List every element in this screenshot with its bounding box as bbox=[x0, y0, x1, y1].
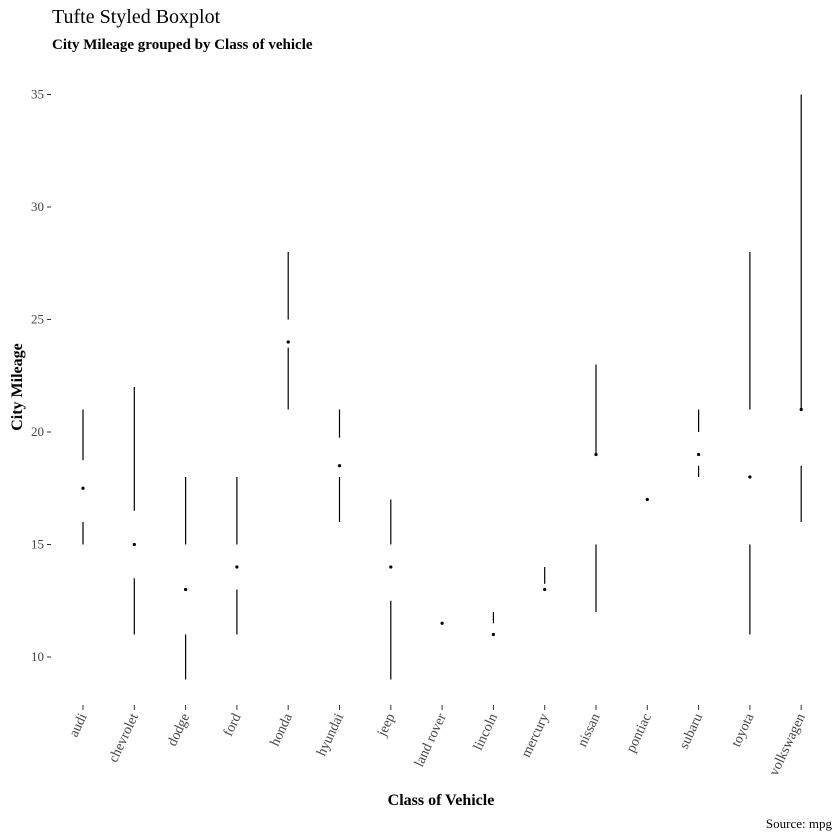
y-tick-label: 25 bbox=[31, 312, 44, 327]
y-tick-label: 30 bbox=[31, 199, 44, 214]
y-tick-label: 10 bbox=[31, 649, 44, 664]
median-point bbox=[184, 587, 188, 592]
median-point bbox=[132, 542, 136, 547]
plot-area bbox=[81, 94, 803, 680]
chart-title: Tufte Styled Boxplot bbox=[52, 6, 221, 28]
median-point bbox=[697, 452, 701, 457]
x-tick-label: hyundai bbox=[314, 711, 347, 758]
median-point bbox=[286, 340, 290, 344]
median-point bbox=[389, 565, 393, 569]
median-point bbox=[799, 407, 803, 412]
median-point bbox=[440, 621, 444, 625]
median-point bbox=[491, 632, 495, 637]
y-axis-title: City Mileage bbox=[9, 343, 26, 431]
y-tick-label: 20 bbox=[31, 424, 44, 439]
x-tick-label: ford bbox=[221, 711, 244, 738]
x-tick-label: volkswagen bbox=[767, 711, 809, 778]
x-tick-label: nissan bbox=[575, 711, 603, 749]
x-axis-title: Class of Vehicle bbox=[388, 792, 495, 809]
x-tick-label: lincoln bbox=[471, 711, 501, 753]
chart-caption: Source: mpg bbox=[765, 816, 832, 831]
x-tick-label: audi bbox=[67, 711, 91, 739]
median-point bbox=[337, 464, 342, 468]
x-tick-label: subaru bbox=[677, 711, 706, 751]
median-point bbox=[594, 452, 598, 457]
x-tick-label: pontiac bbox=[624, 711, 655, 755]
x-axis: audi chevrolet dodge ford honda hyundai jeep la… bbox=[67, 705, 809, 778]
x-tick-label: land rover bbox=[412, 711, 450, 769]
x-tick-label: chevrolet bbox=[106, 711, 142, 765]
x-tick-label: honda bbox=[268, 711, 296, 749]
median-point bbox=[748, 475, 752, 479]
median-point bbox=[543, 587, 547, 592]
x-tick-label: jeep bbox=[375, 711, 399, 739]
chart-subtitle: City Mileage grouped by Class of vehicle bbox=[52, 37, 313, 53]
y-tick-label: 15 bbox=[31, 537, 44, 552]
y-axis: 10 15 20 25 30 35 bbox=[31, 87, 51, 664]
x-tick-label: mercury bbox=[519, 711, 552, 760]
median-point bbox=[645, 497, 649, 502]
x-tick-label: toyota bbox=[729, 711, 758, 750]
x-tick-label: dodge bbox=[165, 711, 193, 748]
median-point bbox=[81, 486, 85, 490]
median-point bbox=[235, 565, 239, 569]
y-tick-label: 35 bbox=[31, 87, 44, 102]
